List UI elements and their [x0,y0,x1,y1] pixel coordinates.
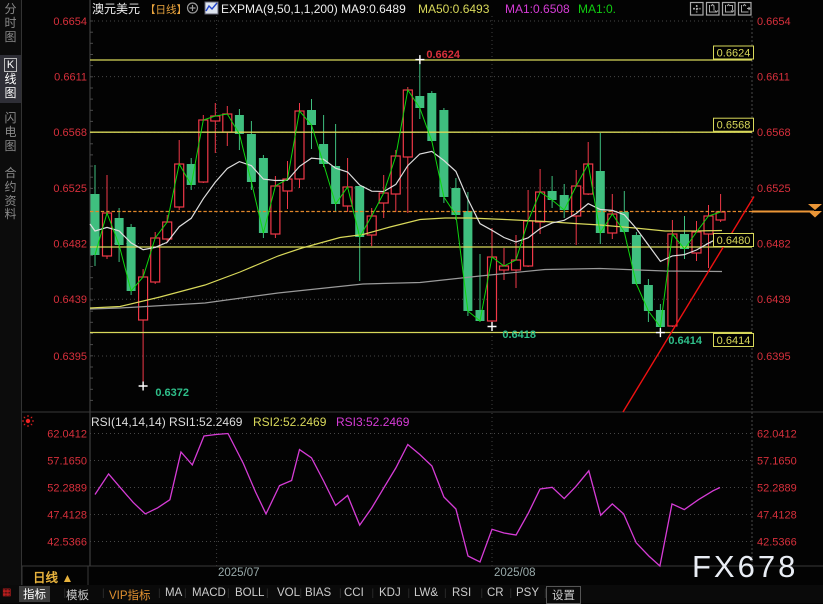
svg-text:0.6611: 0.6611 [757,72,790,84]
svg-text:0.6525: 0.6525 [53,183,87,195]
svg-text:0.6439: 0.6439 [53,294,87,306]
svg-text:MA1:0.: MA1:0. [578,2,616,16]
svg-text:47.4128: 47.4128 [757,510,797,522]
svg-text:0.6372: 0.6372 [155,387,189,399]
svg-text:MA50:0.6493: MA50:0.6493 [418,2,490,16]
svg-text:0.6482: 0.6482 [757,239,791,251]
svg-text:0.6414: 0.6414 [668,335,703,347]
svg-text:0.6654: 0.6654 [53,16,87,28]
svg-text:0.6525: 0.6525 [757,183,791,195]
svg-text:57.1650: 57.1650 [757,456,797,468]
svg-text:0.6568: 0.6568 [757,127,791,139]
svg-text:RSI3:52.2469: RSI3:52.2469 [336,415,410,429]
svg-text:0.6654: 0.6654 [757,16,791,28]
svg-text:0.6624: 0.6624 [426,49,461,61]
svg-text:0.6418: 0.6418 [502,329,536,341]
svg-text:42.5366: 42.5366 [47,537,87,549]
svg-text:62.0412: 62.0412 [47,429,87,441]
svg-text:0.6482: 0.6482 [53,239,87,251]
svg-text:0.6624: 0.6624 [717,48,751,60]
svg-text:MA1:0.6508: MA1:0.6508 [505,2,570,16]
svg-text:47.4128: 47.4128 [47,510,87,522]
svg-text:RSI(14,14,14) RSI1:52.2469: RSI(14,14,14) RSI1:52.2469 [91,415,243,429]
svg-text:澳元美元: 澳元美元 [92,2,140,16]
svg-text:62.0412: 62.0412 [757,429,797,441]
svg-text:0.6568: 0.6568 [717,120,751,132]
svg-text:0.6480: 0.6480 [717,235,751,247]
svg-text:RSI2:52.2469: RSI2:52.2469 [253,415,327,429]
svg-text:【日线】: 【日线】 [145,3,187,16]
svg-text:0.6568: 0.6568 [53,127,87,139]
svg-text:52.2889: 52.2889 [47,483,87,495]
svg-text:57.1650: 57.1650 [47,456,87,468]
svg-text:EXPMA(9,50,1,1,200) MA9:0.6489: EXPMA(9,50,1,1,200) MA9:0.6489 [221,2,406,16]
svg-text:52.2889: 52.2889 [757,483,797,495]
svg-text:0.6611: 0.6611 [54,72,87,84]
svg-text:0.6414: 0.6414 [717,335,751,347]
svg-text:0.6395: 0.6395 [53,351,87,363]
svg-text:0.6395: 0.6395 [757,351,791,363]
svg-text:42.5366: 42.5366 [757,537,797,549]
svg-text:0.6439: 0.6439 [757,294,791,306]
